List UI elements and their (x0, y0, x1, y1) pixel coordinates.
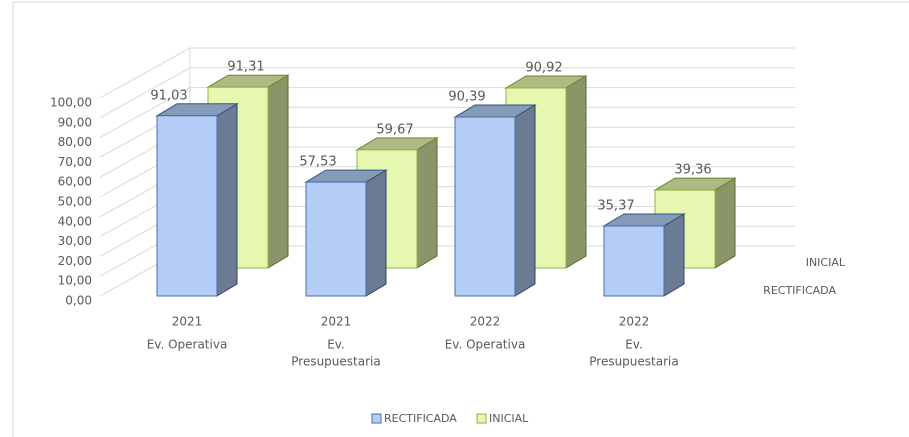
depth-label: RECTIFICADA (763, 284, 836, 297)
bar (305, 181, 367, 297)
bar-side (365, 169, 387, 297)
x-tick-label: Ev. (327, 338, 345, 352)
x-tick-label: Ev. (625, 338, 643, 352)
x-tick-label: Ev. Operativa (147, 338, 228, 352)
bar-side (514, 104, 536, 297)
data-label: 35,37 (597, 198, 634, 213)
y-tick-label: 90,00 (58, 115, 92, 129)
bar-side (267, 74, 289, 269)
data-label: 90,92 (525, 60, 562, 75)
x-tick-label: Presupuestaria (589, 355, 678, 369)
y-tick-label: 70,00 (58, 155, 92, 169)
data-label: 91,31 (227, 60, 264, 75)
x-tick-label: 2022 (470, 315, 501, 329)
y-tick-label: 100,00 (50, 96, 92, 110)
data-label: 39,36 (674, 163, 711, 178)
bar (156, 115, 218, 297)
data-label: 90,39 (448, 90, 485, 105)
legend-swatch (371, 413, 382, 424)
bar (603, 225, 665, 297)
bar-side (714, 177, 736, 269)
x-tick-label: Presupuestaria (291, 355, 380, 369)
x-tick-label: 2021 (321, 315, 352, 329)
y-tick-label: 20,00 (58, 254, 92, 268)
x-tick-label: 2022 (619, 315, 650, 329)
y-tick-label: 30,00 (58, 234, 92, 248)
data-label: 91,03 (150, 88, 187, 103)
y-tick-label: 80,00 (58, 135, 92, 149)
legend-swatch (476, 413, 487, 424)
legend-label: INICIAL (489, 412, 529, 425)
data-label: 57,53 (299, 155, 336, 170)
depth-label: INICIAL (806, 256, 846, 269)
y-tick-label: 0,00 (65, 294, 92, 308)
x-tick-label: 2021 (172, 315, 203, 329)
x-tick-label: Ev. Operativa (445, 338, 526, 352)
bar (454, 116, 516, 297)
bar-side (416, 136, 438, 269)
bar-side (565, 75, 587, 269)
legend-label: RECTIFICADA (384, 412, 457, 425)
y-tick-label: 50,00 (58, 195, 92, 209)
y-tick-label: 40,00 (58, 214, 92, 228)
bar-side (216, 102, 238, 297)
bar-side (663, 213, 685, 297)
y-tick-label: 10,00 (58, 274, 92, 288)
y-tick-label: 60,00 (58, 175, 92, 189)
data-label: 59,67 (376, 122, 413, 137)
